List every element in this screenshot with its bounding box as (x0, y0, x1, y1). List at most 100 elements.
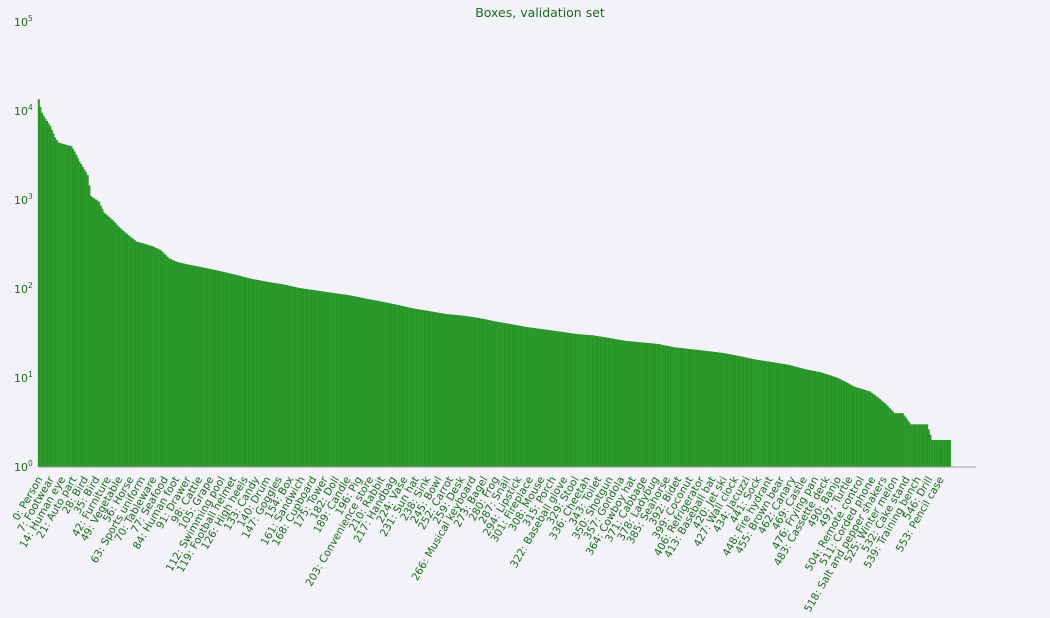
bar (231, 274, 234, 468)
bar (394, 304, 397, 468)
y-tick-label: 102 (14, 281, 33, 296)
bar (396, 304, 399, 468)
bar (569, 333, 572, 468)
bar (748, 358, 751, 468)
bar (539, 328, 542, 468)
bar (587, 335, 590, 468)
bar (269, 282, 272, 468)
bar (321, 291, 324, 468)
bar (851, 385, 854, 468)
bar (257, 280, 260, 468)
bar (905, 417, 907, 468)
bar (833, 376, 836, 468)
bar (839, 379, 842, 468)
bar (807, 369, 810, 468)
bar (388, 303, 391, 468)
bar (60, 143, 63, 468)
bar (732, 354, 735, 468)
bar (836, 377, 839, 468)
bar (73, 151, 76, 468)
bar (608, 338, 611, 468)
bar (800, 368, 803, 468)
bar (887, 406, 890, 468)
bar (758, 360, 761, 468)
bar (143, 243, 146, 468)
bar (127, 235, 130, 468)
bar (453, 314, 456, 468)
bar (256, 279, 259, 468)
bar (849, 384, 852, 468)
bar (249, 278, 252, 468)
bar (789, 365, 792, 468)
bar (890, 409, 893, 468)
bar (600, 336, 603, 468)
bar (238, 275, 241, 468)
bar (57, 142, 60, 468)
bar (156, 248, 159, 468)
bar (725, 353, 728, 468)
bar (802, 368, 805, 468)
bar (122, 231, 125, 468)
bar (469, 316, 472, 468)
bar (298, 288, 301, 468)
bar (373, 300, 376, 468)
bar (914, 424, 917, 468)
bar (435, 312, 438, 468)
bar (667, 346, 669, 468)
bar (311, 289, 314, 468)
bar (195, 266, 198, 468)
bar (448, 314, 451, 468)
bar (859, 388, 862, 468)
bar (508, 323, 511, 468)
bar (262, 281, 265, 468)
bar (715, 352, 718, 468)
bar (62, 143, 65, 468)
bar (368, 299, 371, 468)
bar (323, 291, 326, 468)
bar (717, 352, 720, 468)
bar (461, 315, 464, 468)
bar (422, 310, 425, 468)
bar (316, 290, 319, 468)
bar (753, 359, 756, 468)
bar (843, 381, 845, 468)
bar (220, 271, 223, 468)
bar (909, 424, 912, 468)
bar (660, 344, 663, 468)
bar (160, 250, 163, 468)
bar (764, 361, 767, 468)
bar (746, 357, 749, 468)
bar (815, 371, 818, 468)
bar (430, 311, 433, 468)
bar (657, 344, 660, 468)
bar (901, 413, 904, 468)
bar (63, 144, 66, 468)
bar (217, 270, 220, 468)
bar (518, 325, 521, 468)
bar (230, 273, 233, 468)
bar (233, 274, 236, 468)
bar (414, 308, 417, 468)
bar (645, 342, 648, 468)
bar (186, 264, 189, 468)
bar (574, 333, 577, 468)
bar (831, 376, 834, 468)
bar (419, 309, 422, 468)
bar (104, 213, 107, 468)
bar (114, 223, 117, 468)
bar (512, 324, 515, 468)
bar (489, 320, 492, 468)
bar (244, 277, 247, 468)
bar (182, 263, 185, 468)
bar (228, 273, 231, 468)
bar (112, 221, 115, 468)
bar (575, 334, 578, 468)
bar (701, 350, 704, 468)
bar (632, 341, 635, 468)
bar (613, 338, 616, 468)
bar (176, 262, 179, 468)
bar (895, 413, 898, 468)
bar (689, 349, 692, 468)
bar (179, 262, 182, 468)
bar (813, 371, 816, 468)
